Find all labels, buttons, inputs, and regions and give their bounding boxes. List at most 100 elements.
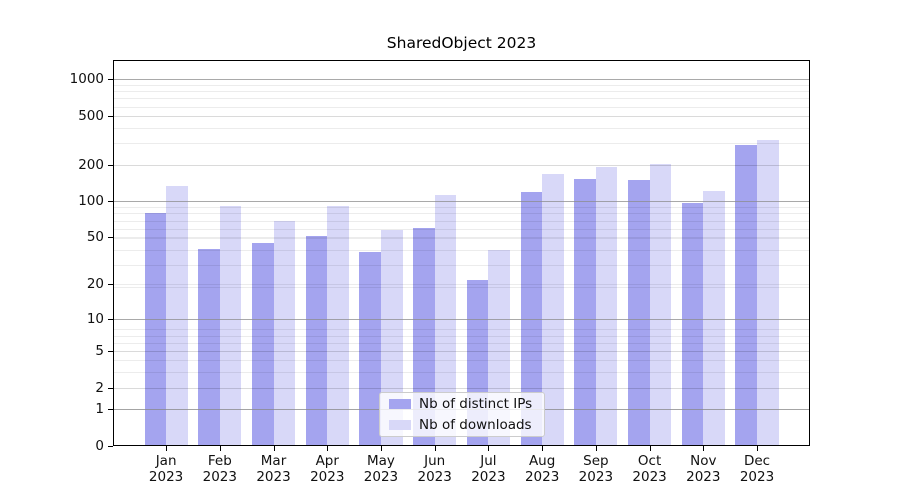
y-gridline-minor [114, 250, 809, 252]
y-gridline-minor [114, 238, 809, 240]
y-tick-label: 5 [95, 342, 104, 359]
x-tick-mark [434, 446, 436, 452]
y-gridline-minor [114, 213, 809, 215]
y-tick-label: 200 [78, 156, 104, 173]
x-tick-mark [327, 446, 329, 452]
y-tick-label: 20 [86, 276, 104, 293]
x-tick-year: 2023 [632, 469, 667, 486]
x-tick-label: Jun 2023 [405, 453, 465, 486]
x-tick-label: Apr 2023 [297, 453, 357, 486]
y-gridline-minor [114, 220, 809, 222]
y-gridline-minor [114, 329, 809, 331]
y-tick-mark [108, 164, 113, 166]
x-tick-month: Jan [155, 452, 177, 469]
y-gridline-minor [114, 237, 809, 239]
bar-distinct-ips-dec [735, 144, 757, 446]
bar-distinct-ips-apr [305, 236, 328, 446]
x-tick-label: Nov 2023 [673, 453, 733, 486]
x-tick-mark [219, 446, 221, 452]
bar-distinct-ips-feb [198, 248, 220, 446]
x-tick-month: Jul [480, 452, 497, 469]
bar-downloads-may [380, 230, 403, 446]
y-tick-mark [108, 409, 113, 411]
bar-downloads-sep [595, 167, 618, 446]
x-tick-month: Feb [207, 452, 232, 469]
y-gridline-minor [114, 350, 809, 352]
x-tick-year: 2023 [524, 469, 560, 486]
x-tick-label: May 2023 [351, 453, 411, 486]
y-tick-label: 0 [95, 437, 104, 454]
bar-downloads-aug [542, 174, 564, 446]
x-tick-year: 2023 [310, 469, 345, 486]
y-tick-label: 100 [78, 193, 104, 210]
legend-row: Nb of downloads [389, 417, 535, 433]
x-tick-mark [595, 446, 597, 452]
x-tick-year: 2023 [578, 469, 614, 486]
bar-distinct-ips-mar [251, 242, 274, 446]
bar-distinct-ips-jun [413, 227, 435, 446]
y-gridline-major [114, 201, 809, 203]
y-gridline-minor [114, 207, 809, 209]
y-tick-label: 10 [86, 310, 104, 327]
x-tick-month: Aug [528, 452, 556, 469]
x-tick-month: Nov [690, 452, 717, 469]
x-tick-label: Oct 2023 [620, 453, 680, 486]
x-tick-mark [757, 446, 759, 452]
y-tick-mark [108, 116, 113, 118]
y-gridline-minor [114, 85, 809, 87]
y-tick-label: 500 [78, 108, 104, 125]
bar-distinct-ips-oct [627, 180, 650, 446]
bar-distinct-ips-may [359, 251, 381, 446]
x-tick-label: Dec 2023 [727, 453, 787, 486]
x-tick-year: 2023 [686, 469, 721, 486]
y-tick-mark [108, 445, 113, 447]
x-tick-year: 2023 [202, 469, 237, 486]
x-tick-label: Aug 2023 [512, 453, 572, 486]
x-tick-month: Dec [743, 452, 771, 469]
x-tick-month: Mar [260, 452, 287, 469]
x-tick-mark [703, 446, 705, 452]
x-tick-label: Sep 2023 [566, 453, 626, 486]
bar-downloads-mar [273, 220, 296, 446]
bar-distinct-ips-jan [144, 212, 167, 446]
x-tick-mark [273, 446, 275, 452]
y-gridline-minor [114, 342, 809, 344]
bar-downloads-jan [166, 186, 188, 446]
y-tick-label: 1000 [69, 71, 104, 88]
chart-title: SharedObject 2023 [386, 34, 537, 52]
legend: Nb of distinct IPs Nb of downloads [379, 392, 545, 437]
bar-downloads-jun [434, 194, 457, 446]
legend-swatch-downloads [389, 419, 411, 431]
x-tick-label: Jul 2023 [458, 453, 518, 486]
y-gridline-minor [114, 360, 809, 362]
y-tick-label: 50 [86, 229, 104, 246]
bar-downloads-apr [327, 206, 349, 446]
y-tick-mark [108, 201, 113, 203]
y-gridline-minor [114, 228, 809, 230]
y-gridline-minor [114, 164, 809, 166]
y-tick-mark [108, 284, 113, 286]
y-gridline-minor [114, 116, 809, 118]
x-tick-year: 2023 [417, 469, 452, 486]
y-tick-label: 1 [95, 401, 104, 418]
x-tick-month: Apr [315, 452, 339, 469]
y-gridline-minor [114, 286, 809, 288]
y-gridline-minor [114, 335, 809, 337]
x-tick-month: Sep [583, 452, 609, 469]
y-gridline-major [114, 79, 809, 81]
y-gridline-minor [114, 284, 809, 286]
x-tick-month: Jun [424, 452, 446, 469]
x-tick-label: Mar 2023 [244, 453, 304, 486]
x-tick-mark [488, 446, 490, 452]
legend-row: Nb of distinct IPs [389, 396, 535, 412]
y-gridline-major [114, 318, 809, 320]
x-tick-year: 2023 [739, 469, 775, 486]
bar-downloads-oct [649, 164, 672, 446]
y-tick-mark [108, 387, 113, 389]
y-gridline-minor [114, 91, 809, 93]
y-tick-mark [108, 79, 113, 81]
x-tick-year: 2023 [256, 469, 291, 486]
x-tick-mark [166, 446, 168, 452]
bar-downloads-feb [219, 206, 242, 446]
x-tick-year: 2023 [363, 469, 399, 486]
